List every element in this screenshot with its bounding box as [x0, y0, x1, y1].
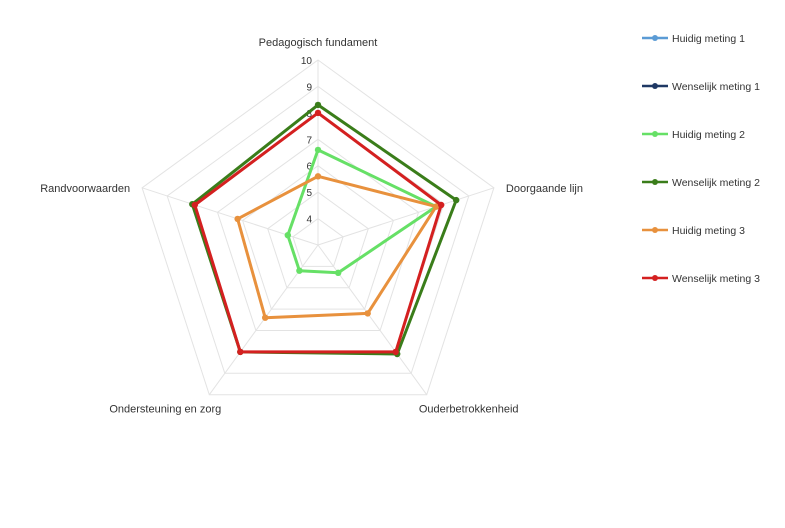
series-5-point-4 — [262, 314, 269, 321]
series-6 — [191, 109, 445, 356]
tick-label-7: 7 — [306, 135, 312, 146]
series-6-point-5 — [191, 201, 198, 209]
grid-ring-5 — [267, 191, 369, 289]
tick-label-10: 10 — [301, 56, 313, 67]
tick-label-8: 8 — [306, 109, 312, 120]
series-3-point-1 — [314, 146, 322, 154]
axis-label-3: Ouderbetrokkenheid — [419, 404, 519, 416]
legend-label: Wenselijk meting 1 — [672, 81, 760, 93]
axis-label-4: Ondersteuning en zorg — [109, 404, 221, 416]
series-line-3 — [286, 148, 438, 275]
radial-tick-labels: 4 5 6 7 8 9 10 — [301, 56, 313, 226]
series-5-point-3 — [364, 310, 371, 317]
legend-label: Huidig meting 3 — [672, 225, 745, 237]
axis-label-5: Randvoorwaarden — [40, 183, 130, 195]
series-4-point-2 — [453, 196, 460, 204]
legend-item-3: Huidig meting 2 — [642, 129, 745, 141]
series-4-point-1 — [314, 101, 322, 109]
tick-label-5: 5 — [306, 188, 312, 199]
grid-ring-9 — [166, 85, 470, 374]
axis-label-2: Doorgaande lijn — [506, 183, 583, 195]
legend-swatch-marker — [652, 275, 658, 281]
series-3-point-4 — [296, 267, 303, 274]
radar-series — [189, 101, 460, 358]
axis-spoke-5 — [141, 187, 319, 246]
series-3-point-5 — [284, 232, 291, 239]
series-5-point-5 — [234, 215, 241, 223]
grid-ring-7 — [216, 138, 420, 331]
tick-label-9: 9 — [306, 82, 312, 93]
legend-item-4: Wenselijk meting 2 — [642, 177, 760, 189]
legend-item-5: Huidig meting 3 — [642, 225, 745, 237]
legend-swatch-marker — [652, 35, 658, 41]
legend-swatch-marker — [652, 131, 658, 137]
legend-label: Wenselijk meting 2 — [672, 177, 760, 189]
series-line-6 — [193, 111, 443, 354]
legend-label: Huidig meting 2 — [672, 129, 745, 141]
legend-swatch-marker — [652, 83, 658, 89]
series-line-5 — [236, 174, 438, 320]
grid-ring-6 — [242, 165, 394, 310]
legend-item-1: Huidig meting 1 — [642, 33, 745, 45]
tick-label-6: 6 — [306, 162, 312, 173]
grid-ring-4 — [292, 217, 344, 267]
series-6-point-1 — [314, 109, 322, 117]
series-6-point-2 — [438, 201, 445, 209]
legend-label: Huidig meting 1 — [672, 33, 745, 45]
series-3-point-3 — [335, 269, 342, 276]
series-5-point-1 — [314, 173, 322, 180]
axis-spoke-3 — [317, 244, 428, 395]
series-6-point-3 — [392, 348, 399, 356]
legend-swatch-marker — [652, 179, 658, 185]
legend-swatch-marker — [652, 227, 658, 233]
series-5-point-2 — [432, 203, 440, 210]
legend-item-2: Wenselijk meting 1 — [642, 81, 760, 93]
axis-labels: Pedagogisch fundament Doorgaande lijn Oude… — [40, 37, 583, 416]
series-5 — [234, 173, 440, 321]
axis-label-1: Pedagogisch fundament — [259, 37, 378, 49]
legend-item-6: Wenselijk meting 3 — [642, 273, 760, 285]
tick-label-4: 4 — [306, 215, 312, 226]
axis-spoke-2 — [317, 187, 495, 246]
grid-ring-10 — [141, 59, 495, 396]
legend: Huidig meting 1 Wenselijk meting 1 Huidig … — [642, 33, 760, 285]
legend-label: Wenselijk meting 3 — [672, 273, 760, 285]
series-6-point-4 — [237, 348, 244, 356]
